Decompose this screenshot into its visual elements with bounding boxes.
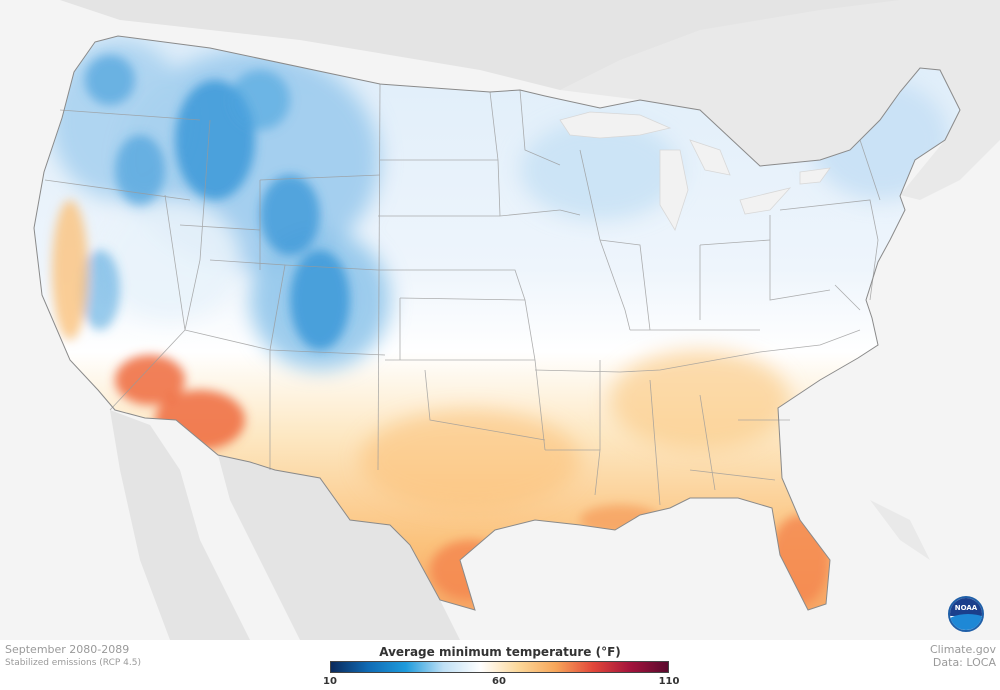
- temperature-map: [0, 0, 1000, 640]
- noaa-logo-text: NOAA: [954, 604, 978, 612]
- credit-data: Data: LOCA: [932, 656, 996, 669]
- noaa-logo-icon: NOAA: [948, 596, 984, 632]
- map-footer: September 2080-2089 Stabilized emissions…: [0, 640, 1000, 690]
- legend-color-bar: [330, 661, 669, 673]
- emissions-scenario-label: Stabilized emissions (RCP 4.5): [5, 658, 141, 668]
- legend-title: Average minimum temperature (°F): [379, 645, 621, 659]
- legend-tick-max: 110: [658, 676, 680, 687]
- legend-tick-min: 10: [323, 676, 337, 687]
- legend-tick-mid: 60: [492, 676, 506, 687]
- time-period-label: September 2080-2089: [5, 643, 130, 656]
- credit-site: Climate.gov: [929, 643, 996, 656]
